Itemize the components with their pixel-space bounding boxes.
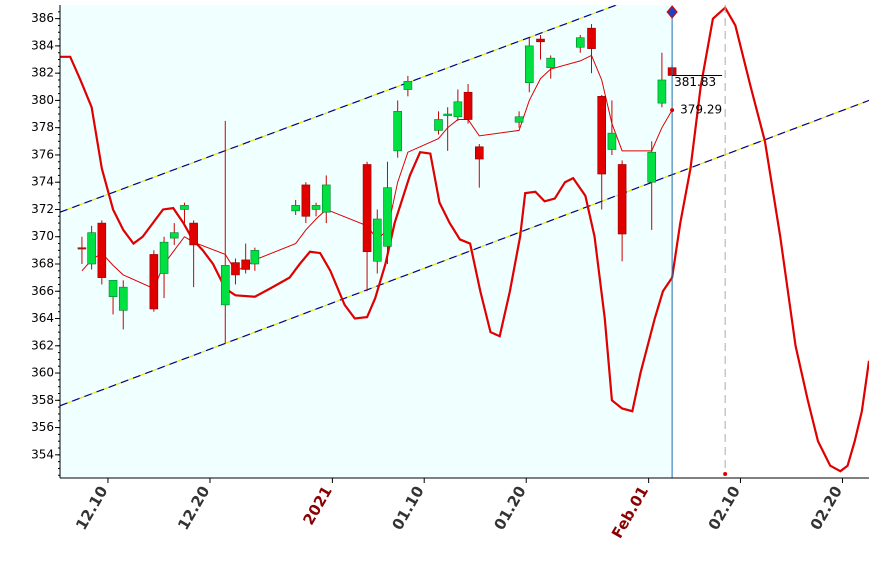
y-tick-label: 386 (31, 11, 54, 25)
y-tick-label: 378 (31, 120, 54, 134)
candle-body (169, 232, 179, 239)
x-tick-label: 12.20 (174, 483, 213, 533)
candle-body (87, 232, 96, 265)
y-tick-label: 372 (31, 202, 54, 216)
y-tick-label: 364 (31, 311, 54, 325)
candle-body (617, 164, 627, 235)
channel-line (60, 5, 619, 213)
candle-body (159, 241, 169, 274)
candle-body (383, 187, 392, 247)
candle-body (250, 250, 260, 265)
candle-body (231, 262, 240, 276)
candle-body (575, 37, 585, 48)
plot-area: 381.83 379.29 (60, 5, 869, 478)
candle-body (362, 164, 372, 253)
moving-average-line (81, 54, 673, 290)
candle-body (97, 222, 107, 278)
ma-last-dot (670, 108, 675, 113)
candle-body (587, 27, 596, 49)
candle-body (453, 101, 463, 118)
candle-body (403, 81, 413, 90)
candle-body (514, 116, 524, 123)
candle-body (393, 111, 402, 152)
y-tick-label: 382 (31, 66, 54, 80)
candle-body (647, 151, 657, 183)
x-tick-label: 02.10 (705, 483, 744, 533)
y-tick-label: 362 (31, 338, 54, 352)
candle-body (241, 259, 250, 270)
y-tick-label: 380 (31, 93, 54, 107)
candle-body (180, 205, 189, 210)
x-tick-label: Feb.01 (608, 483, 652, 541)
candle-body (118, 286, 128, 311)
candle-body (597, 96, 607, 175)
candle-body (291, 205, 300, 212)
y-tick-label: 368 (31, 256, 54, 270)
candle-body (536, 38, 545, 43)
candle-body (189, 222, 198, 246)
x-tick-label: 01.20 (490, 483, 529, 533)
y-tick-label: 384 (31, 38, 54, 52)
y-tick-label: 360 (31, 366, 54, 380)
candle-body (301, 184, 311, 217)
x-tick-label: 01.10 (388, 483, 427, 533)
candle-body (321, 184, 331, 213)
candle-body (474, 146, 484, 160)
candle-body (311, 205, 321, 210)
x-tick-label: 2021 (299, 483, 335, 528)
projection-dot (723, 472, 728, 476)
candle-body (149, 254, 159, 310)
candle-body (607, 132, 617, 150)
candle-body (443, 113, 452, 116)
y-tick-label: 374 (31, 175, 54, 189)
candle-body (434, 119, 443, 131)
candle-body (220, 265, 230, 306)
y-tick-label: 354 (31, 447, 54, 461)
ma-last-label: 379.29 (680, 103, 722, 117)
channel-line (60, 99, 869, 407)
candle-body (372, 218, 382, 262)
candle-body (463, 91, 473, 120)
y-tick-label: 356 (31, 420, 54, 434)
x-tick-label: 12.10 (72, 483, 111, 533)
candle-body (524, 45, 534, 83)
last-close-label: 381.83 (674, 75, 716, 89)
candle-body (546, 57, 556, 69)
y-tick-label: 376 (31, 147, 54, 161)
y-tick-label: 366 (31, 284, 54, 298)
y-tick-label: 358 (31, 393, 54, 407)
y-tick-label: 370 (31, 229, 54, 243)
candle-body (657, 79, 667, 104)
candle-body (108, 280, 118, 298)
cursor-marker (666, 5, 678, 19)
candle-body (77, 247, 87, 250)
x-tick-label: 02.20 (807, 483, 846, 533)
